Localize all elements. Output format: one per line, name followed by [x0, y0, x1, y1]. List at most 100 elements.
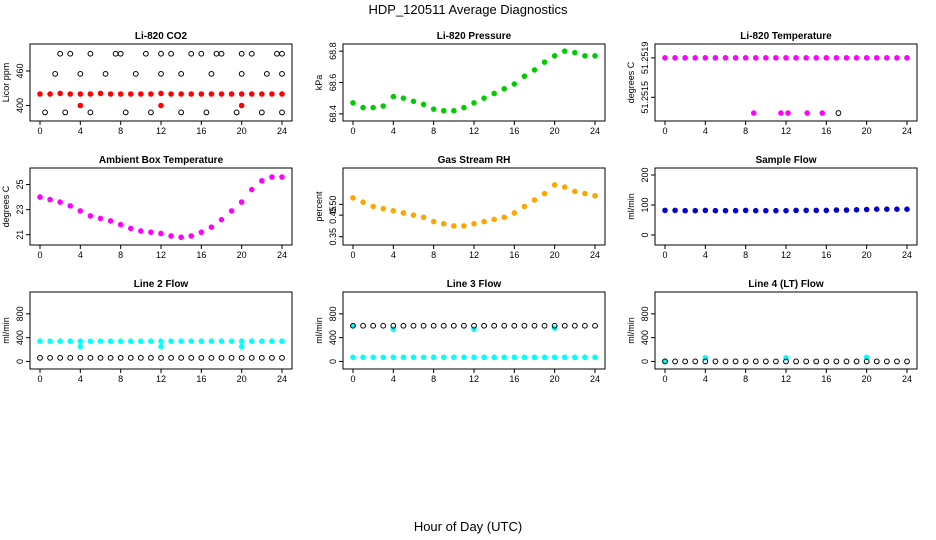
data-point — [238, 70, 245, 77]
data-point — [380, 354, 387, 361]
data-point — [762, 358, 769, 365]
y-tick-label: 800 — [640, 306, 650, 321]
data-point — [541, 354, 548, 361]
data-point — [884, 55, 890, 61]
data-point — [370, 322, 377, 329]
data-point — [803, 55, 809, 61]
y-tick-label: 23 — [15, 205, 25, 215]
data-point — [168, 91, 174, 97]
data-point — [218, 216, 225, 223]
data-point — [178, 354, 185, 361]
x-tick-label: 24 — [902, 126, 912, 136]
data-point — [783, 207, 789, 214]
y-axis-label: kPa — [314, 75, 324, 91]
x-tick-label: 20 — [237, 250, 247, 260]
data-point — [471, 354, 477, 361]
data-point — [773, 55, 779, 61]
data-point — [178, 109, 185, 116]
y-tick-label: 400 — [640, 330, 650, 345]
data-point — [390, 93, 397, 100]
data-point — [47, 196, 53, 203]
x-tick-label: 24 — [590, 126, 600, 136]
data-point — [67, 338, 74, 345]
data-point — [451, 107, 457, 114]
data-point — [750, 110, 757, 116]
data-point — [228, 354, 235, 361]
data-point — [127, 338, 134, 345]
data-point — [400, 210, 407, 216]
data-point — [248, 91, 255, 97]
x-tick-label: 0 — [662, 374, 667, 384]
data-point — [279, 109, 285, 116]
data-point — [752, 207, 759, 214]
x-tick-label: 12 — [156, 250, 166, 260]
x-tick-label: 16 — [821, 250, 831, 260]
data-point — [722, 55, 729, 61]
y-tick-label: 800 — [15, 306, 25, 321]
data-point — [248, 354, 255, 361]
data-point — [269, 354, 275, 361]
panel-title: Line 2 Flow — [134, 279, 189, 290]
data-point — [360, 322, 366, 329]
data-point — [97, 90, 104, 97]
data-point — [112, 50, 119, 57]
data-point — [561, 322, 568, 329]
data-point — [813, 207, 820, 214]
data-point — [37, 354, 43, 361]
data-point — [541, 322, 548, 329]
data-point — [884, 206, 890, 213]
data-point — [158, 50, 164, 57]
data-point — [37, 338, 43, 345]
data-point — [259, 91, 265, 97]
data-point — [390, 354, 397, 361]
data-point — [208, 224, 215, 231]
data-point — [178, 234, 184, 241]
data-point — [279, 338, 285, 345]
data-point — [168, 233, 174, 239]
data-point — [778, 110, 784, 116]
data-point — [213, 50, 220, 57]
data-point — [511, 354, 518, 361]
data-point — [803, 358, 810, 365]
data-point — [117, 221, 124, 228]
data-point — [793, 358, 799, 365]
data-point — [521, 354, 528, 361]
data-point — [350, 354, 356, 361]
data-point — [279, 174, 285, 180]
panel-6: Sample Flow ml/min 0 4 8 12 16 20 24 0 100 200 — [626, 155, 918, 260]
data-point — [380, 322, 387, 329]
data-point — [238, 199, 245, 205]
data-point — [752, 55, 759, 61]
data-point — [592, 53, 598, 59]
data-point — [87, 50, 94, 57]
data-point — [77, 70, 84, 77]
data-point — [42, 109, 48, 116]
panel-2: Li-820 Pressure kPa 0 4 8 12 16 20 24 68.4 68.6 68.… — [314, 31, 606, 136]
data-point — [783, 55, 789, 61]
panel-3: Li-820 Temperature degrees C 0 4 8 12 16 20 24 51… — [626, 31, 918, 136]
data-point — [279, 50, 285, 57]
data-point — [702, 207, 709, 214]
data-point — [77, 102, 84, 109]
data-point — [168, 354, 174, 361]
data-point — [37, 91, 43, 97]
data-point — [198, 354, 205, 361]
data-point — [400, 354, 407, 361]
y-axis-label: ml/min — [314, 317, 324, 344]
data-point — [258, 354, 265, 361]
data-point — [481, 95, 487, 101]
data-point — [521, 322, 528, 329]
data-point — [77, 91, 84, 97]
y-tick-label: 0.45 — [328, 206, 338, 224]
data-point — [203, 109, 210, 116]
data-point — [572, 354, 578, 361]
x-tick-label: 0 — [37, 374, 42, 384]
data-point — [138, 91, 144, 97]
y-tick-label: 0 — [640, 359, 650, 364]
data-point — [440, 354, 447, 361]
data-point — [551, 354, 558, 361]
x-tick-label: 16 — [509, 374, 519, 384]
data-point — [662, 358, 668, 365]
x-tick-label: 0 — [37, 250, 42, 260]
data-point — [531, 197, 538, 203]
